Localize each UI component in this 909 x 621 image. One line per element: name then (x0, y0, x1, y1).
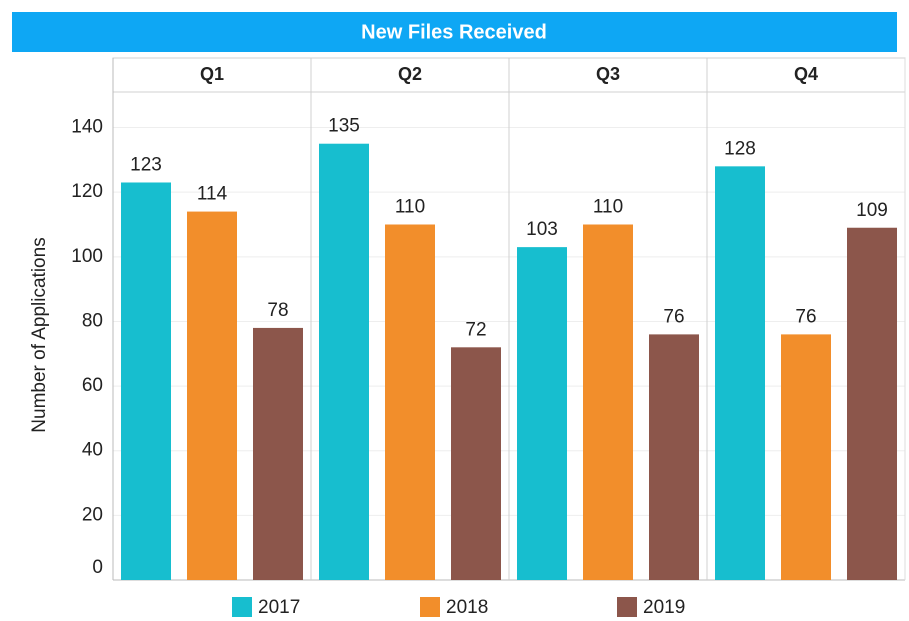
bar (649, 334, 699, 580)
data-label: 114 (197, 184, 228, 205)
legend-label: 2019 (643, 597, 685, 618)
bar (781, 334, 831, 580)
panel-label: Q4 (794, 64, 818, 84)
bar (121, 182, 171, 581)
data-label: 76 (795, 306, 816, 327)
data-label: 109 (856, 200, 888, 221)
y-axis-label: Number of Applications (29, 237, 50, 432)
bar (715, 166, 765, 581)
y-tick-label: 0 (92, 557, 103, 578)
legend-swatch (232, 597, 252, 617)
legend-swatch (617, 597, 637, 617)
legend-label: 2018 (446, 597, 488, 618)
data-label: 123 (130, 155, 162, 176)
y-tick-label: 40 (82, 440, 103, 461)
data-label: 110 (395, 197, 425, 218)
chart-title: New Files Received (361, 21, 547, 43)
title-bar (12, 12, 897, 52)
y-tick-label: 120 (71, 181, 103, 202)
y-tick-label: 20 (82, 504, 103, 525)
bar (253, 327, 303, 580)
bar (187, 211, 237, 580)
panel-label: Q2 (398, 64, 422, 84)
bar (319, 143, 369, 580)
data-label: 128 (724, 138, 756, 159)
data-label: 76 (663, 306, 684, 327)
data-label: 103 (526, 219, 558, 240)
legend-swatch (420, 597, 440, 617)
panel-label: Q1 (200, 64, 224, 84)
legend-label: 2017 (258, 597, 300, 618)
y-tick-label: 80 (82, 310, 103, 331)
y-tick-label: 140 (71, 117, 103, 138)
data-label: 72 (465, 319, 486, 340)
y-tick-label: 100 (71, 246, 103, 267)
bar (517, 247, 567, 580)
y-tick-label: 60 (82, 375, 103, 396)
data-label: 135 (328, 116, 360, 137)
bar (583, 224, 633, 581)
bar (451, 347, 501, 580)
panel-label: Q3 (596, 64, 620, 84)
bar (847, 227, 897, 580)
data-label: 110 (593, 197, 623, 218)
bar (385, 224, 435, 581)
data-label: 78 (267, 300, 288, 321)
